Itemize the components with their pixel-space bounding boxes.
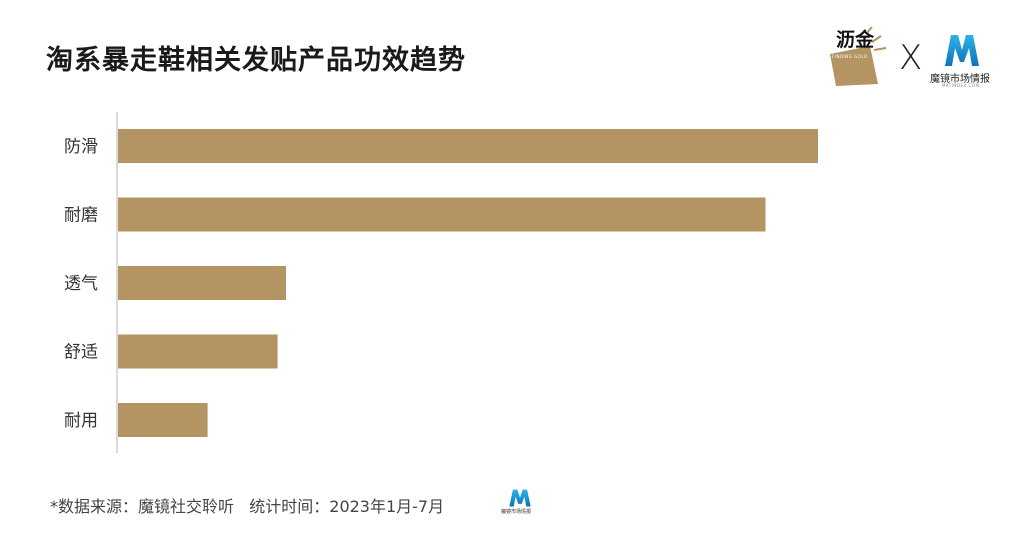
bar-0: [118, 129, 818, 163]
mktindex-logo-icon: [945, 35, 979, 66]
bar-3: [118, 334, 278, 369]
bar-4: [118, 403, 208, 437]
finding-gold-logo: [830, 26, 887, 86]
logo-separator: X: [899, 38, 923, 78]
category-label: 耐磨: [64, 206, 98, 226]
footer-mktindex-logo-icon: [509, 489, 531, 507]
spark-line-icon: [865, 26, 873, 35]
category-label: 透气: [64, 274, 98, 294]
spark-line-icon: [873, 47, 887, 51]
spark-line-icon: [871, 35, 882, 43]
partner-logo-subtext: FINDING GOLD: [832, 54, 868, 59]
data-source-note: *数据来源：魔镜社交聆听 统计时间：2023年1月-7月: [50, 497, 445, 516]
bar-1: [118, 197, 766, 232]
category-label: 耐用: [64, 411, 98, 431]
bars-group: [118, 129, 818, 437]
brand-logo-text: 魔镜市场情报: [930, 74, 990, 85]
bar-2: [118, 266, 286, 300]
footer-brand-text: 魔镜市场情报: [501, 509, 532, 515]
header-logos: 沥金 FINDING GOLD X 魔镜市场情报 MKTINDEX.COM: [826, 24, 1006, 94]
brand-logo-subtext: MKTINDEX.COM: [942, 83, 980, 88]
partner-logo-text: 沥金: [836, 29, 875, 51]
gold-card-shape: [830, 46, 878, 86]
category-label: 舒适: [64, 343, 98, 363]
category-label: 防滑: [64, 137, 98, 157]
chart-title: 淘系暴走鞋相关发贴产品功效趋势: [46, 45, 466, 76]
